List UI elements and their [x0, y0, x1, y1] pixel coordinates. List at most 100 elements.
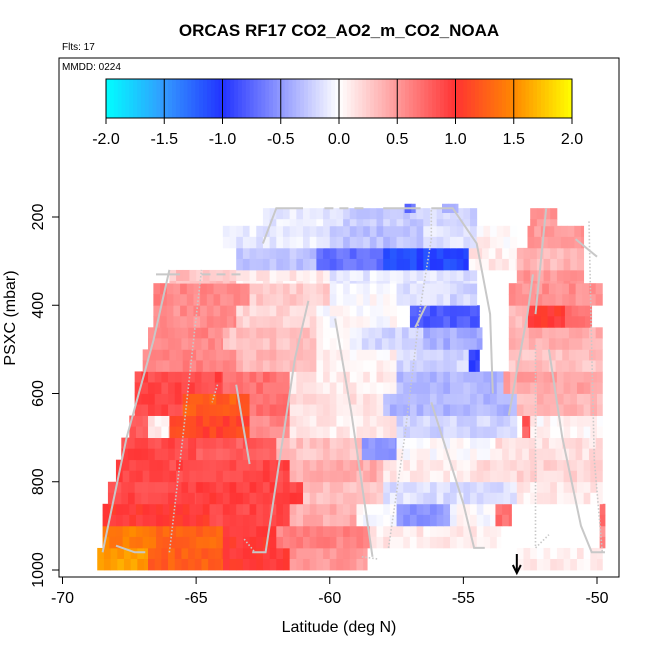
heatmap-cell [456, 247, 464, 260]
heatmap-cell [329, 316, 337, 328]
heatmap-cell [229, 459, 237, 472]
heatmap-cell [148, 547, 156, 560]
heatmap-cell [256, 393, 264, 405]
heatmap-cell [396, 415, 404, 427]
heatmap-cell [395, 338, 403, 350]
heatmap-cell [443, 219, 451, 227]
heatmap-cell [336, 247, 344, 260]
heatmap-cell [476, 404, 484, 416]
heatmap-cell [383, 294, 391, 306]
heatmap-cell [463, 503, 471, 516]
heatmap-cell [543, 393, 551, 405]
heatmap-cell [262, 514, 271, 527]
heatmap-cell [456, 269, 464, 282]
heatmap-cell [563, 558, 571, 571]
heatmap-cell [502, 437, 510, 450]
heatmap-cell [343, 393, 351, 405]
heatmap-cell [555, 437, 563, 450]
colorbar-segment [148, 79, 154, 118]
heatmap-cell [135, 426, 144, 439]
heatmap-cell [201, 371, 209, 383]
heatmap-cell [316, 247, 324, 260]
heatmap-cell [127, 481, 136, 494]
heatmap-cell [536, 426, 544, 439]
heatmap-cell [117, 547, 125, 560]
heatmap-cell [535, 448, 543, 461]
heatmap-cell [369, 481, 377, 494]
heatmap-cell [220, 305, 228, 317]
heatmap-cell [289, 536, 297, 549]
heatmap-cell [554, 236, 562, 249]
heatmap-cell [363, 547, 368, 560]
heatmap-cell [109, 514, 117, 527]
heatmap-cell [168, 426, 170, 439]
heatmap-cell [363, 360, 371, 372]
heatmap-cell [463, 470, 471, 483]
heatmap-cell [343, 426, 351, 439]
heatmap-cell [296, 316, 304, 328]
heatmap-cell [236, 247, 244, 260]
heatmap-cell [563, 492, 571, 505]
heatmap-cell [142, 459, 150, 472]
heatmap-cell [416, 382, 424, 394]
colorbar-segment [276, 79, 282, 118]
heatmap-cell [383, 236, 391, 249]
heatmap-cell [575, 327, 583, 339]
heatmap-cell [256, 426, 264, 439]
heatmap-cell [483, 382, 491, 394]
heatmap-cell [542, 349, 550, 361]
heatmap-cell [256, 514, 264, 527]
colorbar-segment [408, 79, 414, 118]
heatmap-cell [262, 338, 271, 350]
heatmap-cell [181, 338, 189, 350]
heatmap-cell [229, 349, 237, 361]
heatmap-cell [309, 208, 317, 220]
heatmap-cell [148, 382, 156, 394]
heatmap-cell [548, 338, 556, 350]
heatmap-cell [376, 415, 384, 427]
heatmap-cell [249, 437, 257, 450]
heatmap-cell [309, 283, 317, 295]
heatmap-cell [456, 219, 464, 227]
heatmap-cell [396, 481, 404, 494]
heatmap-cell [329, 393, 337, 405]
heatmap-cell [160, 316, 168, 328]
heatmap-cell [429, 219, 438, 227]
heatmap-cell [276, 404, 284, 416]
heatmap-cell [556, 492, 564, 505]
heatmap-cell [543, 492, 551, 505]
heatmap-cell [375, 338, 383, 350]
heatmap-cell [543, 208, 551, 220]
heatmap-cell [148, 371, 156, 383]
heatmap-cell [550, 247, 558, 260]
heatmap-cell [221, 371, 224, 383]
heatmap-cell [222, 558, 230, 571]
heatmap-cell [490, 236, 498, 249]
colorbar-segment [296, 79, 301, 118]
heatmap-cell [309, 481, 317, 494]
heatmap-cell [450, 393, 458, 405]
heatmap-cell [209, 269, 217, 282]
heatmap-cell [570, 492, 578, 505]
heatmap-cell [376, 393, 384, 405]
heatmap-cell [560, 316, 566, 328]
y-tick-label: 400 [30, 292, 47, 319]
heatmap-cell [363, 219, 371, 227]
x-axis-label: Latitude (deg N) [282, 619, 397, 636]
heatmap-cell [423, 415, 431, 427]
heatmap-cell [590, 382, 598, 394]
heatmap-cell [213, 294, 221, 306]
heatmap-cell [496, 536, 502, 549]
heatmap-cell [583, 382, 591, 394]
heatmap-cell [188, 382, 196, 394]
heatmap-cell [329, 558, 337, 571]
colorbar-segment [292, 79, 297, 118]
heatmap-cell [416, 437, 424, 450]
heatmap-cell [196, 280, 204, 284]
heatmap-cell [276, 305, 284, 317]
heatmap-cell [256, 338, 264, 350]
heatmap-cell [282, 258, 291, 271]
heatmap-cell [450, 470, 458, 483]
heatmap-cell [309, 294, 317, 306]
heatmap-cell [174, 437, 182, 450]
